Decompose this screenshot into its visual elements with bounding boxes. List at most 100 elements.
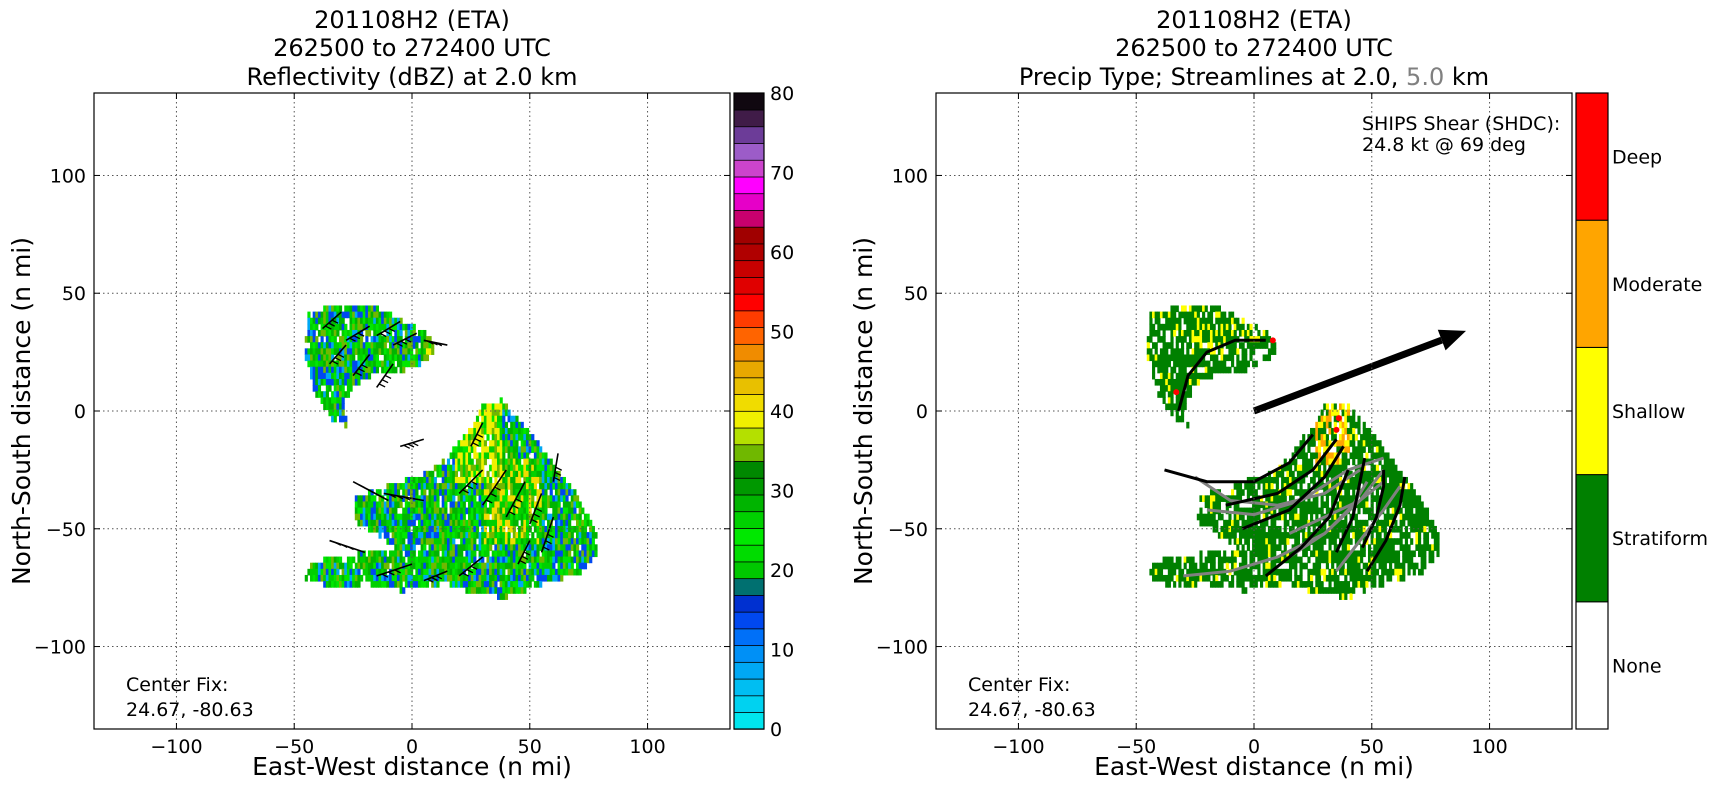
- reflectivity-cell: [539, 581, 543, 588]
- precip-type-cell: [1267, 550, 1272, 558]
- precip-type-cell: [1331, 556, 1335, 564]
- reflectivity-cell: [465, 470, 469, 478]
- reflectivity-cell: [428, 476, 432, 484]
- precip-type-cell: [1252, 507, 1256, 515]
- reflectivity-cell: [412, 562, 416, 570]
- precip-type-cell: [1173, 403, 1177, 411]
- precip-type-cell: [1273, 476, 1277, 484]
- reflectivity-cell: [547, 483, 551, 490]
- reflectivity-cell: [468, 538, 472, 545]
- precip-type-cell: [1304, 581, 1308, 588]
- colorbar-band: [733, 678, 765, 697]
- reflectivity-cell: [460, 532, 464, 539]
- precip-type-cell: [1357, 452, 1361, 460]
- reflectivity-cell: [315, 391, 319, 398]
- reflectivity-cell: [491, 409, 495, 417]
- precip-type-cell: [1339, 421, 1343, 429]
- reflectivity-cell: [518, 501, 522, 509]
- reflectivity-cell: [375, 342, 379, 349]
- reflectivity-cell: [415, 501, 419, 509]
- precip-type-cell: [1391, 568, 1395, 576]
- reflectivity-cell: [504, 562, 509, 570]
- reflectivity-cell: [504, 446, 509, 453]
- reflectivity-cell: [423, 550, 427, 558]
- precip-type-cell: [1249, 342, 1253, 349]
- reflectivity-cell: [502, 568, 506, 576]
- precip-type-cell: [1320, 458, 1324, 466]
- precip-type-cell: [1389, 568, 1393, 576]
- precip-type-cell: [1204, 562, 1208, 570]
- reflectivity-cell: [576, 519, 580, 527]
- precip-type-cell: [1323, 464, 1327, 472]
- reflectivity-cell: [499, 538, 503, 545]
- precip-type-cell: [1220, 336, 1224, 343]
- reflectivity-cell: [391, 495, 395, 502]
- precip-type-cell: [1194, 348, 1198, 355]
- reflectivity-cell: [381, 574, 385, 582]
- reflectivity-cell: [344, 574, 348, 582]
- precip-type-cell: [1194, 336, 1198, 343]
- wind-barb-flag: [334, 541, 342, 546]
- reflectivity-cell: [512, 513, 516, 521]
- reflectivity-cell: [431, 470, 435, 478]
- precip-type-cell: [1188, 391, 1193, 398]
- reflectivity-cell: [512, 446, 516, 453]
- reflectivity-cell: [460, 525, 464, 533]
- precip-type-cell: [1215, 342, 1219, 349]
- reflectivity-cell: [536, 501, 540, 509]
- reflectivity-cell: [402, 342, 406, 349]
- reflectivity-cell: [499, 476, 503, 484]
- precip-type-cell: [1217, 311, 1221, 319]
- reflectivity-cell: [473, 452, 477, 460]
- colorbar-band: [733, 209, 765, 228]
- precip-type-cell: [1325, 507, 1329, 515]
- reflectivity-cell: [336, 385, 340, 392]
- reflectivity-cell: [373, 329, 377, 337]
- precip-type-cell: [1212, 354, 1216, 362]
- precip-type-cell: [1220, 317, 1224, 325]
- reflectivity-cell: [425, 568, 430, 576]
- precip-type-cell: [1346, 489, 1351, 496]
- precip-type-cell: [1349, 495, 1353, 502]
- reflectivity-cell: [510, 562, 514, 570]
- precip-type-cell: [1273, 568, 1277, 576]
- reflectivity-cell: [573, 513, 577, 521]
- reflectivity-cell: [483, 452, 487, 460]
- precip-type-cell: [1175, 305, 1179, 313]
- reflectivity-cell: [539, 495, 543, 502]
- precip-type-cell: [1331, 519, 1335, 527]
- reflectivity-cell: [562, 532, 566, 539]
- reflectivity-cell: [425, 470, 430, 478]
- precip-type-cell: [1267, 538, 1272, 545]
- precip-type-cell: [1186, 323, 1190, 331]
- reflectivity-cell: [425, 562, 430, 570]
- precip-type-cell: [1146, 348, 1150, 355]
- precip-type-cell: [1349, 562, 1353, 570]
- wind-barb-flag: [389, 493, 397, 499]
- reflectivity-cell: [502, 587, 506, 594]
- precip-type-cell: [1333, 452, 1337, 460]
- reflectivity-cell: [502, 544, 506, 551]
- precip-type-cell: [1333, 489, 1337, 496]
- reflectivity-cell: [312, 354, 316, 362]
- precip-type-cell: [1296, 519, 1300, 527]
- reflectivity-cell: [354, 336, 358, 343]
- reflectivity-cell: [354, 513, 358, 521]
- reflectivity-cell: [460, 556, 464, 564]
- reflectivity-cell: [512, 440, 516, 447]
- reflectivity-cell: [512, 532, 516, 539]
- reflectivity-cell: [502, 446, 506, 453]
- reflectivity-cell: [336, 305, 340, 313]
- reflectivity-cell: [502, 458, 506, 466]
- reflectivity-cell: [404, 525, 408, 533]
- precip-type-cell: [1194, 342, 1198, 349]
- precip-type-cell: [1220, 366, 1224, 374]
- reflectivity-cell: [425, 476, 430, 484]
- reflectivity-cell: [346, 360, 351, 368]
- precip-type-cell: [1167, 403, 1171, 411]
- precip-type-cell: [1407, 532, 1411, 539]
- reflectivity-cell: [325, 354, 329, 362]
- precip-type-cell: [1231, 342, 1235, 349]
- reflectivity-cell: [349, 305, 353, 313]
- precip-type-cell: [1278, 538, 1282, 545]
